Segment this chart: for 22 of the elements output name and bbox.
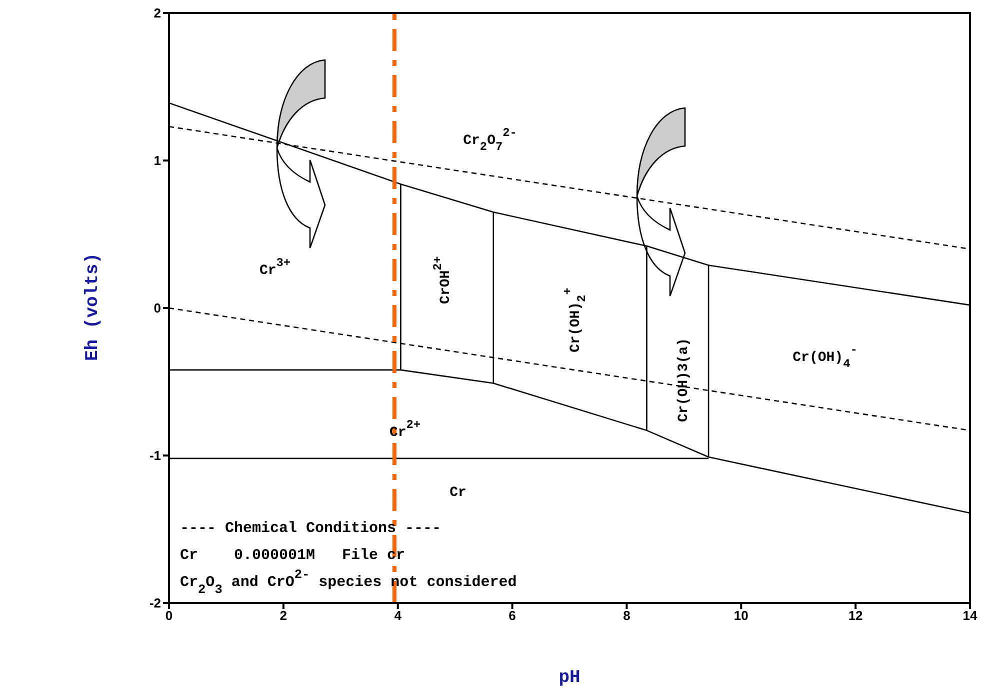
x-tick-label: 0 [165, 608, 173, 624]
annotation: Cr$^{2+}$ [389, 418, 421, 441]
annotation: Cr$_{2}$O$_{3}$ and CrO$^{2-}$ species not considered [180, 566, 517, 597]
x-tick-label: 2 [280, 608, 288, 624]
x-tick-label: 12 [848, 608, 863, 624]
x-tick-label: 6 [508, 608, 516, 624]
annotation: Cr(OH)3(a) [676, 338, 692, 422]
annotation: Cr$^{3+}$ [259, 256, 291, 279]
x-tick-label: 14 [962, 608, 978, 624]
annotation: Cr 0.000001M File cr [180, 546, 406, 564]
y-tick-label: 0 [154, 300, 161, 316]
annotation: ---- Chemical Conditions ---- [180, 520, 442, 537]
annotation: Cr [450, 484, 466, 501]
y-tick-label: -2 [149, 596, 161, 611]
y-axis-title: Eh (volts) [83, 252, 103, 364]
x-tick-label: 4 [394, 608, 402, 624]
x-tick-label: 10 [734, 608, 748, 624]
x-axis-title: pH [558, 668, 582, 688]
x-tick-label: 8 [623, 608, 630, 624]
y-tick-label: 2 [154, 6, 161, 21]
y-tick-label: -1 [149, 448, 161, 464]
y-tick-label: 1 [154, 153, 161, 168]
